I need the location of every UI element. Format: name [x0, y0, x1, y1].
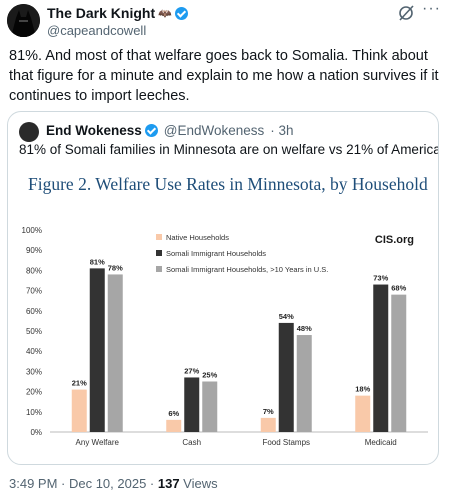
bar: [89, 268, 105, 432]
more-options-icon[interactable]: ···: [422, 0, 441, 17]
legend-swatch: [156, 250, 162, 256]
legend-label: Somali Immigrant Households, >10 Years i…: [166, 265, 328, 274]
data-label: 18%: [355, 385, 370, 394]
data-label: 7%: [263, 407, 274, 416]
verified-badge-icon: [174, 6, 188, 20]
bar: [373, 284, 389, 432]
author-emoji: 🦇: [158, 7, 172, 20]
x-tick-label: Cash: [182, 438, 201, 447]
data-label: 27%: [184, 366, 199, 375]
quoted-author[interactable]: End Wokeness @EndWokeness · 3h: [46, 123, 294, 138]
quoted-time: · 3h: [270, 123, 294, 138]
y-tick-label: 70%: [26, 287, 42, 296]
bar: [184, 377, 200, 432]
verified-badge-icon: [144, 124, 158, 137]
y-tick-label: 30%: [26, 367, 42, 376]
x-tick-label: Food Stamps: [262, 438, 310, 447]
y-tick-label: 0%: [30, 428, 42, 437]
y-tick-label: 100%: [22, 226, 42, 235]
legend-label: Native Households: [166, 233, 229, 242]
views-label: Views: [179, 476, 218, 491]
bar: [296, 335, 312, 432]
data-label: 73%: [373, 274, 388, 283]
data-label: 48%: [297, 324, 312, 333]
y-tick-label: 50%: [26, 327, 42, 336]
figure-title: Figure 2. Welfare Use Rates in Minnesota…: [28, 174, 428, 194]
bar: [71, 389, 87, 432]
data-label: 81%: [90, 257, 105, 266]
data-label: 54%: [279, 312, 294, 321]
y-tick-label: 40%: [26, 347, 42, 356]
data-label: 68%: [391, 284, 406, 293]
bar: [391, 294, 407, 432]
views-count: 137: [157, 476, 180, 491]
x-tick-label: Medicaid: [365, 438, 397, 447]
bar: [107, 274, 123, 432]
tweet-author[interactable]: The Dark Knight 🦇: [47, 5, 188, 21]
legend-swatch: [156, 266, 162, 272]
bar: [278, 322, 294, 432]
timestamp-text: 3:49 PM · Dec 10, 2025 ·: [9, 476, 158, 491]
welfare-bar-chart: 0%10%20%30%40%50%60%70%80%90%100%21%81%7…: [22, 226, 428, 447]
source-label: CIS.org: [375, 234, 414, 246]
bar: [355, 395, 371, 432]
quoted-text: 81% of Somali families in Minnesota are …: [19, 142, 438, 157]
author-handle[interactable]: @capeandcowell: [47, 23, 147, 38]
quoted-author-avatar[interactable]: [19, 122, 39, 142]
data-label: 78%: [108, 263, 123, 272]
y-tick-label: 10%: [26, 408, 42, 417]
data-label: 6%: [168, 409, 179, 418]
y-tick-label: 20%: [26, 388, 42, 397]
tweet-text: 81%. And most of that welfare goes back …: [9, 48, 439, 104]
author-avatar[interactable]: [7, 4, 40, 37]
legend-swatch: [156, 234, 162, 240]
tweet-timestamp[interactable]: 3:49 PM · Dec 10, 2025 · 137 Views: [9, 476, 218, 491]
y-tick-label: 60%: [26, 307, 42, 316]
x-tick-label: Any Welfare: [76, 438, 120, 447]
grok-icon[interactable]: [397, 4, 415, 22]
quoted-tweet[interactable]: End Wokeness @EndWokeness · 3h 81% of So…: [7, 111, 439, 465]
bar: [166, 419, 182, 432]
quoted-author-handle[interactable]: @EndWokeness: [163, 123, 265, 138]
data-label: 25%: [202, 371, 217, 380]
y-tick-label: 90%: [26, 246, 42, 255]
bar: [260, 417, 276, 432]
legend-label: Somali Immigrant Households: [166, 249, 266, 258]
bar: [202, 381, 218, 432]
y-tick-label: 80%: [26, 266, 42, 275]
author-name[interactable]: The Dark Knight: [47, 5, 156, 21]
quoted-author-name[interactable]: End Wokeness: [46, 123, 142, 138]
data-label: 21%: [72, 379, 87, 388]
